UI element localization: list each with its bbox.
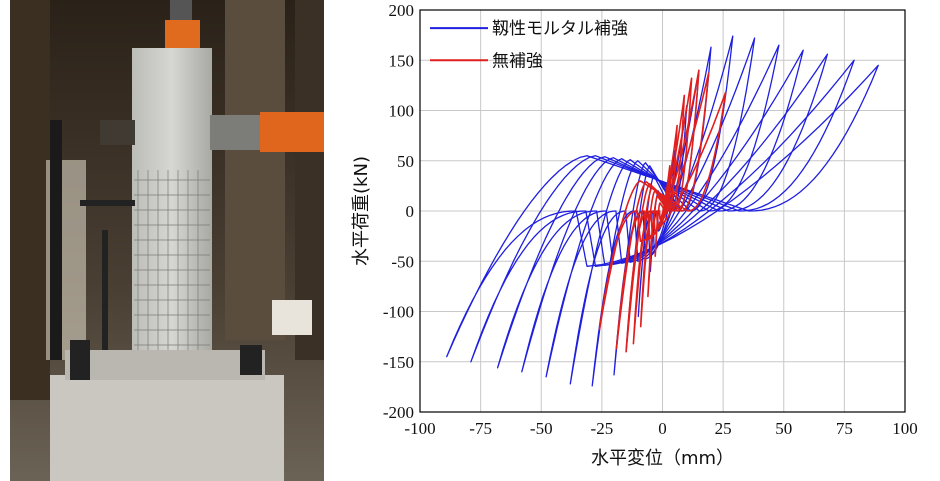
x-tick-label: 0 [658,419,667,438]
x-tick-label: -75 [469,419,492,438]
y-tick-label: -150 [383,353,414,372]
hysteresis-loop-red [598,91,727,331]
x-tick-label: -100 [404,419,435,438]
x-tick-label: 100 [892,419,918,438]
x-tick-label: 50 [775,419,792,438]
chart-legend: 靱性モルタル補強 無補強 [430,19,628,71]
legend-label-red: 無補強 [492,51,543,71]
chart-curves [446,35,879,387]
y-tick-label: -200 [383,403,414,422]
y-tick-label: -100 [383,303,414,322]
y-tick-label: 0 [406,202,415,221]
x-axis-title: 水平変位（mm） [591,448,734,469]
x-tick-label: 25 [715,419,732,438]
legend-label-blue: 靱性モルタル補強 [492,19,628,39]
hysteresis-loop-blue [545,44,780,378]
y-tick-label: 150 [389,51,415,70]
hysteresis-loop-red [647,124,678,298]
hysteresis-loop-blue [470,59,855,363]
hysteresis-chart: -100 -75 -50 -25 0 25 50 75 100 -200 -150 -100 -50 0… [351,1,918,469]
hysteresis-loop-blue [496,53,829,369]
y-tick-label: 50 [397,152,414,171]
y-tick-labels: -200 -150 -100 -50 0 50 100 150 200 [383,1,414,422]
x-tick-label: -50 [530,419,553,438]
hysteresis-loop-blue [446,64,879,358]
specimen-photo [10,0,324,481]
hysteresis-loop-red [654,165,671,257]
y-tick-label: -50 [391,252,414,271]
hysteresis-loop-blue [521,49,804,373]
y-tick-label: 200 [389,1,415,20]
plot-frame [419,9,906,413]
x-tick-label: 75 [836,419,853,438]
y-axis-title: 水平荷重(kN) [351,156,372,266]
y-tick-label: 100 [389,102,415,121]
x-tick-label: -25 [591,419,614,438]
hysteresis-loop-red [615,72,710,350]
x-tick-labels: -100 -75 -50 -25 0 25 50 75 100 [404,419,917,438]
